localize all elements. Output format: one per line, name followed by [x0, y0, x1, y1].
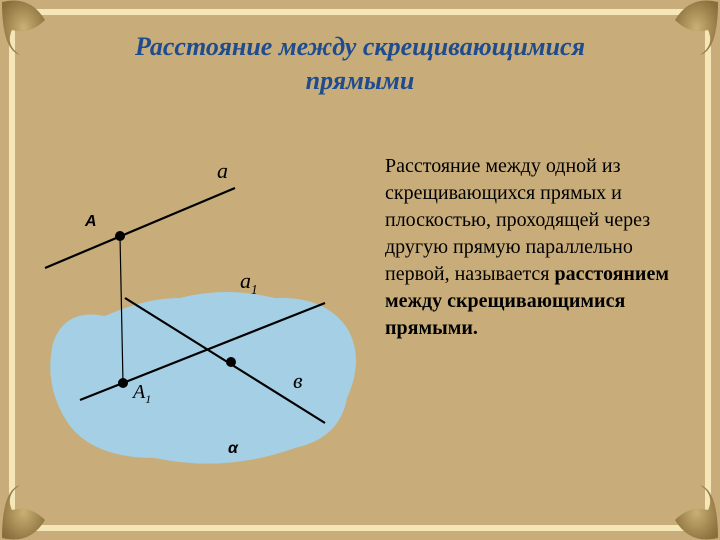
label-b: в	[293, 368, 303, 393]
label-capital-a: A	[84, 213, 97, 230]
definition-text: Расстояние между одной из скрещивающихся…	[385, 153, 695, 342]
diagram: a A a1 A1 в α	[25, 148, 375, 468]
slide-background: Расстояние между скрещивающимися прямыми	[0, 0, 720, 540]
label-alpha: α	[228, 440, 239, 457]
point-intersection	[226, 357, 236, 367]
line-a	[45, 188, 235, 268]
label-a1: a1	[240, 268, 258, 297]
plane-alpha	[50, 292, 356, 464]
point-a1	[118, 378, 128, 388]
label-a: a	[217, 158, 228, 183]
content-area: Расстояние между скрещивающимися прямыми	[25, 20, 695, 515]
main-row: a A a1 A1 в α Расстояние между одной из …	[25, 148, 695, 468]
point-a	[115, 231, 125, 241]
title-line-1: Расстояние между скрещивающимися	[25, 30, 695, 64]
slide-title: Расстояние между скрещивающимися прямыми	[25, 30, 695, 98]
definition-column: Расстояние между одной из скрещивающихся…	[375, 148, 695, 468]
title-line-2: прямыми	[25, 64, 695, 98]
